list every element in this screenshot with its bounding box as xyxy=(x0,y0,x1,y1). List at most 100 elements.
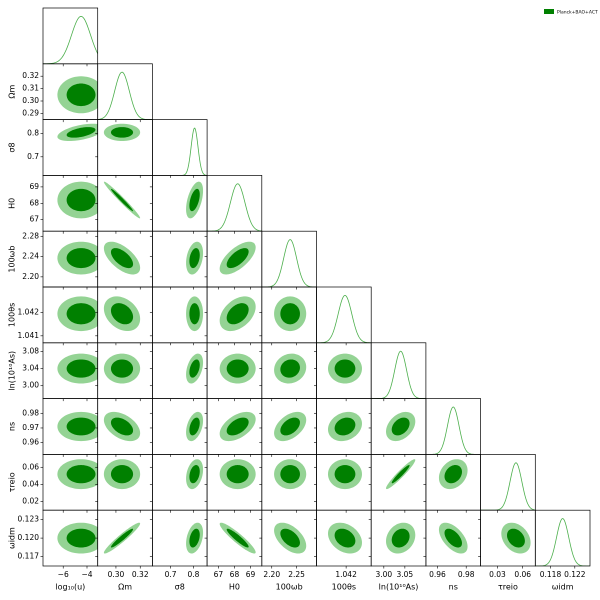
y-tick-label: 2.28 xyxy=(22,231,39,240)
contour-68 xyxy=(189,359,200,378)
y-axis-label: ωidm xyxy=(8,527,17,549)
x-axis-label: Ωm xyxy=(118,583,132,592)
y-tick-label: 2.20 xyxy=(22,272,39,281)
marginal-curve xyxy=(535,518,590,567)
contour-68 xyxy=(110,248,134,269)
y-tick-label: 0.30 xyxy=(22,96,39,105)
panel xyxy=(371,350,426,399)
panel xyxy=(274,459,307,490)
y-tick-label: 3.08 xyxy=(22,346,39,355)
contour-68 xyxy=(391,528,410,548)
panel xyxy=(480,462,536,511)
x-axis-label: 100ωb xyxy=(276,583,303,592)
x-tick-label: 2.25 xyxy=(288,570,305,579)
panel xyxy=(261,239,317,287)
panel-frame xyxy=(206,175,263,232)
x-tick-label: 0.118 xyxy=(540,570,562,579)
x-tick-label: 1.042 xyxy=(335,570,357,579)
x-tick-label: 69 xyxy=(246,570,256,579)
contour-68 xyxy=(507,528,525,548)
y-tick-label: 1.042 xyxy=(18,308,40,317)
panel xyxy=(43,15,98,64)
x-tick-label: 2.20 xyxy=(263,570,280,579)
x-axis-label: ns xyxy=(449,583,458,592)
contour-68 xyxy=(110,417,134,436)
marginal-curve xyxy=(97,71,153,120)
contour-68 xyxy=(110,465,134,484)
panel xyxy=(535,518,590,567)
panel xyxy=(103,459,141,490)
marginal-curve xyxy=(316,294,372,343)
legend-swatch xyxy=(544,9,554,14)
panel xyxy=(219,241,256,275)
panel xyxy=(316,294,372,343)
y-tick-label: 0.06 xyxy=(22,462,39,471)
y-tick-label: 0.32 xyxy=(22,71,39,80)
x-axis-label: 100θs xyxy=(332,583,356,592)
panel xyxy=(327,459,362,490)
contour-68 xyxy=(110,303,134,325)
marginal-curve xyxy=(261,239,317,287)
legend-label: Planck+BAO+ACT xyxy=(557,10,598,16)
panel-frame xyxy=(42,7,99,65)
y-tick-label: 69 xyxy=(29,182,39,191)
panel xyxy=(274,411,307,442)
contour-68 xyxy=(280,303,300,325)
y-tick-label: 0.117 xyxy=(18,552,40,561)
contour-68 xyxy=(226,528,249,548)
contour-68 xyxy=(280,359,300,378)
marginal-curve xyxy=(207,183,262,232)
contour-68 xyxy=(66,303,96,325)
y-tick-label: 68 xyxy=(29,198,39,207)
y-axis-label: Ωm xyxy=(8,85,17,99)
panel xyxy=(219,353,256,384)
marginal-curve xyxy=(425,406,481,455)
y-tick-label: 0.98 xyxy=(22,408,39,417)
panel xyxy=(103,241,141,275)
y-axis-label: 100θs xyxy=(8,303,17,327)
contour-68 xyxy=(391,417,410,436)
contour-68 xyxy=(66,528,96,548)
panel xyxy=(186,411,204,442)
contour-68 xyxy=(280,417,300,436)
contour-68 xyxy=(280,465,300,484)
x-tick-label: 3.05 xyxy=(397,570,414,579)
panel-frame xyxy=(370,454,427,511)
panel xyxy=(219,522,256,554)
x-axis-label: log₁₀(u) xyxy=(55,583,85,592)
x-tick-label: −4 xyxy=(81,570,92,579)
y-tick-label: 0.04 xyxy=(22,479,39,488)
contour-68 xyxy=(66,417,96,436)
panel xyxy=(57,181,98,219)
y-tick-label: 1.041 xyxy=(18,331,40,340)
contour-68 xyxy=(189,528,200,548)
marginal-curve xyxy=(152,127,208,176)
y-axis-label: ns xyxy=(8,422,17,431)
y-tick-label: 3.00 xyxy=(22,381,39,390)
contour-68 xyxy=(66,359,96,378)
contour-68 xyxy=(391,465,410,484)
panel xyxy=(57,353,98,384)
panel xyxy=(103,123,141,142)
panel xyxy=(186,353,204,384)
contour-68 xyxy=(189,248,200,269)
panel xyxy=(425,406,481,455)
contour-68 xyxy=(66,465,96,484)
contour-68 xyxy=(189,417,200,436)
y-axis-label: ln(10¹⁰As) xyxy=(8,351,17,391)
x-tick-label: 0.32 xyxy=(132,570,149,579)
panel xyxy=(327,522,362,554)
contour-68 xyxy=(444,465,462,484)
x-tick-label: 67 xyxy=(214,570,224,579)
y-axis-label: σ8 xyxy=(8,142,17,152)
panel xyxy=(438,522,468,554)
panel xyxy=(501,522,531,554)
panel xyxy=(219,411,256,442)
panel xyxy=(207,183,262,232)
panel xyxy=(57,459,98,490)
panel xyxy=(97,71,153,120)
y-axis-label: H0 xyxy=(8,198,17,209)
panel-frame xyxy=(261,230,317,288)
y-tick-label: 67 xyxy=(29,215,39,224)
